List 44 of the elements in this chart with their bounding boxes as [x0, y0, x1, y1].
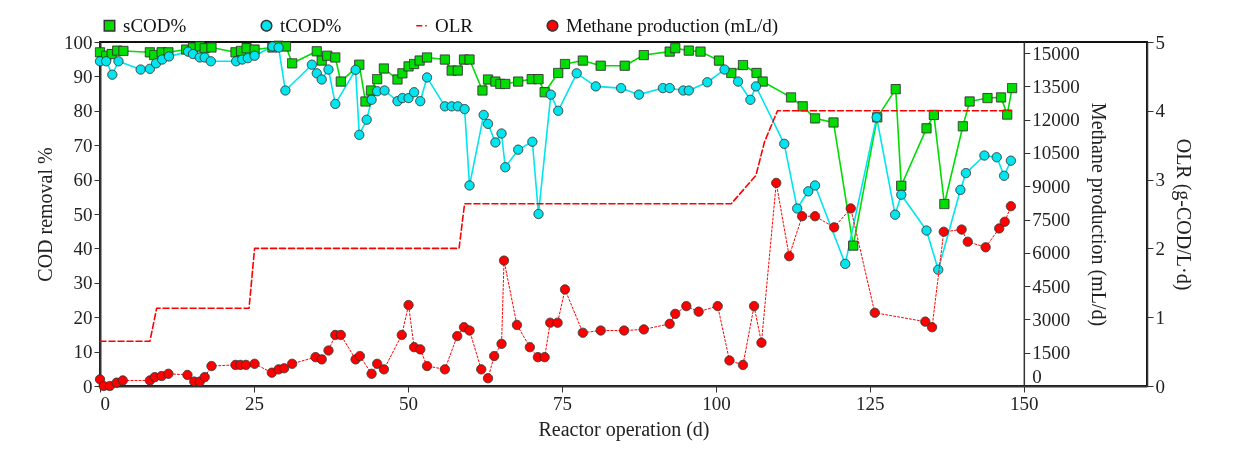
y2-tick-label: 4500 [1032, 275, 1071, 297]
x-tick-label: 100 [702, 392, 731, 414]
y-tick-label: 90 [73, 65, 93, 87]
y2-tick-label: 10500 [1032, 142, 1080, 164]
legend-label: Methane production (mL/d) [566, 14, 779, 37]
legend-label: tCOD% [280, 14, 342, 36]
y3-axis-title: OLR (g-COD/L·d) [1172, 138, 1195, 291]
y-tick-label: 10 [73, 341, 93, 363]
y2-tick-label: 1500 [1032, 342, 1071, 364]
x-tick-label: 50 [398, 392, 418, 414]
y2-tick-label: 7500 [1032, 209, 1071, 231]
y-tick-label: 80 [73, 100, 93, 122]
y-tick-label: 70 [73, 134, 93, 156]
y3-tick-label: 1 [1155, 306, 1165, 328]
y-tick-label: 30 [73, 272, 93, 294]
y2-tick-label: 9000 [1032, 175, 1071, 197]
legend-label: sCOD% [123, 14, 187, 36]
y2-tick-label: 15000 [1032, 42, 1080, 64]
y-tick-label: 20 [73, 306, 93, 328]
x-tick-label: 150 [1010, 392, 1039, 414]
y2-tick-label: 13500 [1032, 75, 1080, 97]
x-tick-label: 125 [856, 392, 885, 414]
y3-tick-label: 2 [1155, 237, 1165, 259]
y2-axis-title: Methane production (mL/d) [1086, 102, 1110, 327]
y-tick-label: 60 [73, 169, 93, 191]
y-tick-label: 50 [73, 203, 93, 225]
y3-tick-label: 0 [1155, 375, 1165, 397]
y-tick-label: 0 [83, 375, 93, 397]
line-series [99, 110, 1013, 343]
y-tick-label: 100 [64, 31, 93, 53]
x-tick-label: 25 [244, 392, 264, 414]
y3-tick-label: 5 [1155, 31, 1165, 53]
y2-tick-label: 0 [1032, 365, 1042, 387]
y2-tick-label: 6000 [1032, 242, 1071, 264]
y-tick-label: 40 [73, 237, 93, 259]
y2-tick-label: 3000 [1032, 308, 1071, 330]
legend-label: OLR [435, 14, 474, 36]
x-axis-title: Reactor operation (d) [538, 417, 710, 441]
y-axis-title: COD removal % [34, 147, 56, 282]
y3-tick-label: 4 [1155, 100, 1166, 122]
y2-tick-label: 12000 [1032, 109, 1080, 131]
x-tick-label: 0 [100, 392, 110, 414]
y3-tick-label: 3 [1155, 169, 1165, 191]
x-tick-label: 75 [552, 392, 572, 414]
